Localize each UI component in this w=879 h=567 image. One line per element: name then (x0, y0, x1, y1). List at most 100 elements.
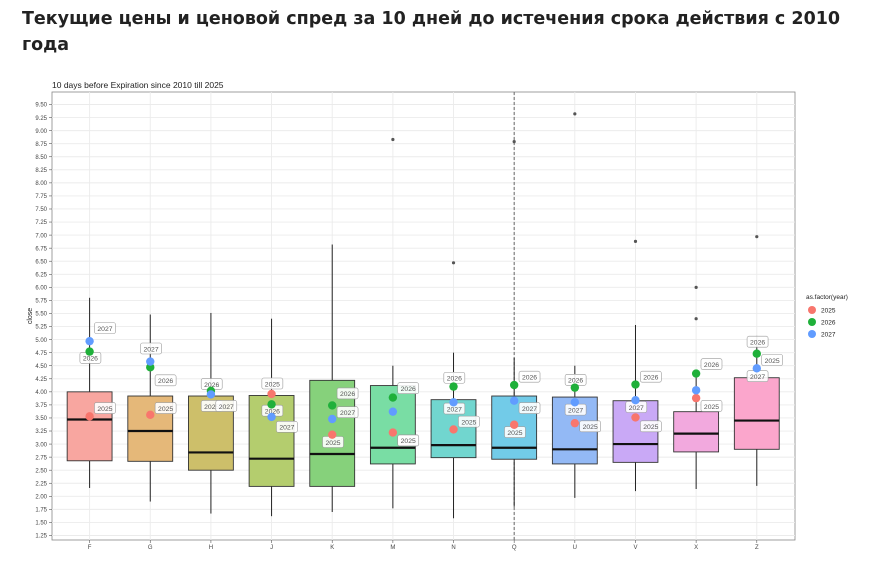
y-tick-label: 3.50 (35, 416, 47, 422)
point-label: 2027 (518, 402, 541, 414)
point-label: 2026 (700, 358, 723, 370)
point-label-box (154, 402, 177, 414)
point-label-text: 2025 (507, 430, 522, 437)
point-label-text: 2025 (158, 406, 173, 413)
point-label-box (761, 354, 783, 366)
point-label-box (397, 434, 420, 447)
point-2027 (328, 414, 337, 424)
point-label-box (94, 402, 116, 414)
y-tick-label: 7.25 (35, 220, 47, 226)
point-2026 (752, 349, 761, 358)
point-label-box (579, 420, 601, 433)
y-tick-label: 1.50 (35, 521, 47, 527)
y-tick-label: 7.00 (35, 233, 47, 239)
point-label: 2027 (336, 406, 359, 419)
legend-label-2025: 2025 (821, 307, 836, 314)
x-tick-label: X (694, 545, 698, 551)
point-2026 (388, 393, 398, 402)
y-tick-label: 1.75 (35, 508, 47, 514)
y-tick-label: 1.25 (35, 534, 47, 540)
y-tick-label: 9.50 (35, 103, 47, 109)
chart-title: 10 days before Expiration since 2010 til… (52, 80, 224, 90)
point-label-text: 2027 (568, 407, 583, 414)
point-label-box (518, 402, 541, 414)
point-label: 2027 (140, 342, 162, 355)
point-label: 2025 (640, 420, 662, 433)
legend-label-2026: 2026 (821, 319, 836, 326)
point-2027 (691, 386, 701, 395)
x-tick-label: J (270, 545, 273, 551)
point-label: 2027 (215, 400, 238, 412)
plot-panel (51, 91, 796, 541)
y-tick-label: 4.25 (35, 377, 47, 383)
box-F (66, 391, 113, 462)
point-label: 2027 (94, 322, 116, 334)
point-label: 2025 (94, 402, 116, 414)
point-label-text: 2026 (447, 376, 462, 383)
legend-label-2027: 2027 (821, 331, 836, 338)
x-tick-label: M (390, 545, 395, 551)
outlier-point (633, 239, 638, 243)
y-tick-label: 5.00 (35, 338, 47, 344)
point-2026 (631, 380, 640, 389)
point-label: 2025 (397, 434, 420, 447)
point-label-text: 2027 (97, 326, 112, 333)
point-2025 (267, 389, 276, 399)
point-label-box (518, 370, 541, 383)
point-label-text: 2025 (704, 404, 719, 411)
box-Z (733, 377, 780, 450)
y-tick-label: 2.50 (35, 468, 47, 474)
point-label: 2026 (640, 370, 662, 383)
y-tick-label: 7.75 (35, 194, 47, 200)
y-tick-label: 7.50 (35, 207, 47, 213)
point-2025 (631, 413, 640, 422)
point-label: 2025 (458, 415, 480, 428)
point-label: 2025 (700, 400, 723, 412)
y-tick-label: 3.25 (35, 429, 47, 435)
page-title: Текущие цены и ценовой спред за 10 дней … (22, 9, 841, 55)
point-label-text: 2027 (143, 346, 158, 353)
point-2026 (691, 369, 701, 378)
point-label-text: 2026 (568, 378, 583, 385)
point-label-text: 2025 (401, 438, 416, 445)
point-label-box (94, 322, 116, 334)
outlier-point (573, 112, 577, 116)
point-label-text: 2025 (204, 404, 219, 411)
point-label-box (336, 406, 359, 419)
point-2025 (509, 420, 519, 429)
point-label-text: 2025 (643, 424, 658, 431)
y-tick-label: 2.75 (35, 455, 47, 461)
y-tick-label: 6.00 (35, 286, 47, 292)
y-tick-label: 5.25 (35, 325, 47, 331)
point-2026 (449, 382, 458, 391)
point-label-text: 2025 (325, 440, 340, 447)
point-2027 (570, 398, 580, 407)
legend-title: as.factor(year) (806, 294, 848, 301)
point-label: 2026 (154, 374, 177, 387)
point-2025 (85, 412, 94, 421)
y-axis-label: close (27, 308, 34, 324)
point-label-text: 2027 (522, 406, 537, 413)
point-label-box (261, 377, 284, 390)
point-label-text: 2025 (583, 424, 598, 431)
point-label-text: 2026 (643, 375, 658, 382)
point-2025 (328, 430, 337, 439)
y-tick-label: 8.25 (35, 168, 47, 174)
y-tick-label: 9.25 (35, 116, 47, 122)
point-label-box (700, 358, 723, 370)
point-2025 (388, 428, 398, 437)
point-label-box (458, 415, 480, 428)
outlier-point (451, 261, 456, 265)
point-2027 (85, 336, 94, 346)
y-tick-label: 6.50 (35, 259, 47, 265)
point-label-text: 2026 (158, 378, 173, 385)
point-label-text: 2027 (447, 406, 462, 413)
point-label: 2025 (579, 420, 601, 433)
y-tick-label: 4.75 (35, 351, 47, 357)
point-label-text: 2026 (704, 362, 719, 369)
point-label-box (746, 335, 769, 348)
point-label: 2026 (518, 370, 541, 383)
point-label-box (397, 382, 420, 394)
point-label-text: 2025 (461, 419, 476, 426)
